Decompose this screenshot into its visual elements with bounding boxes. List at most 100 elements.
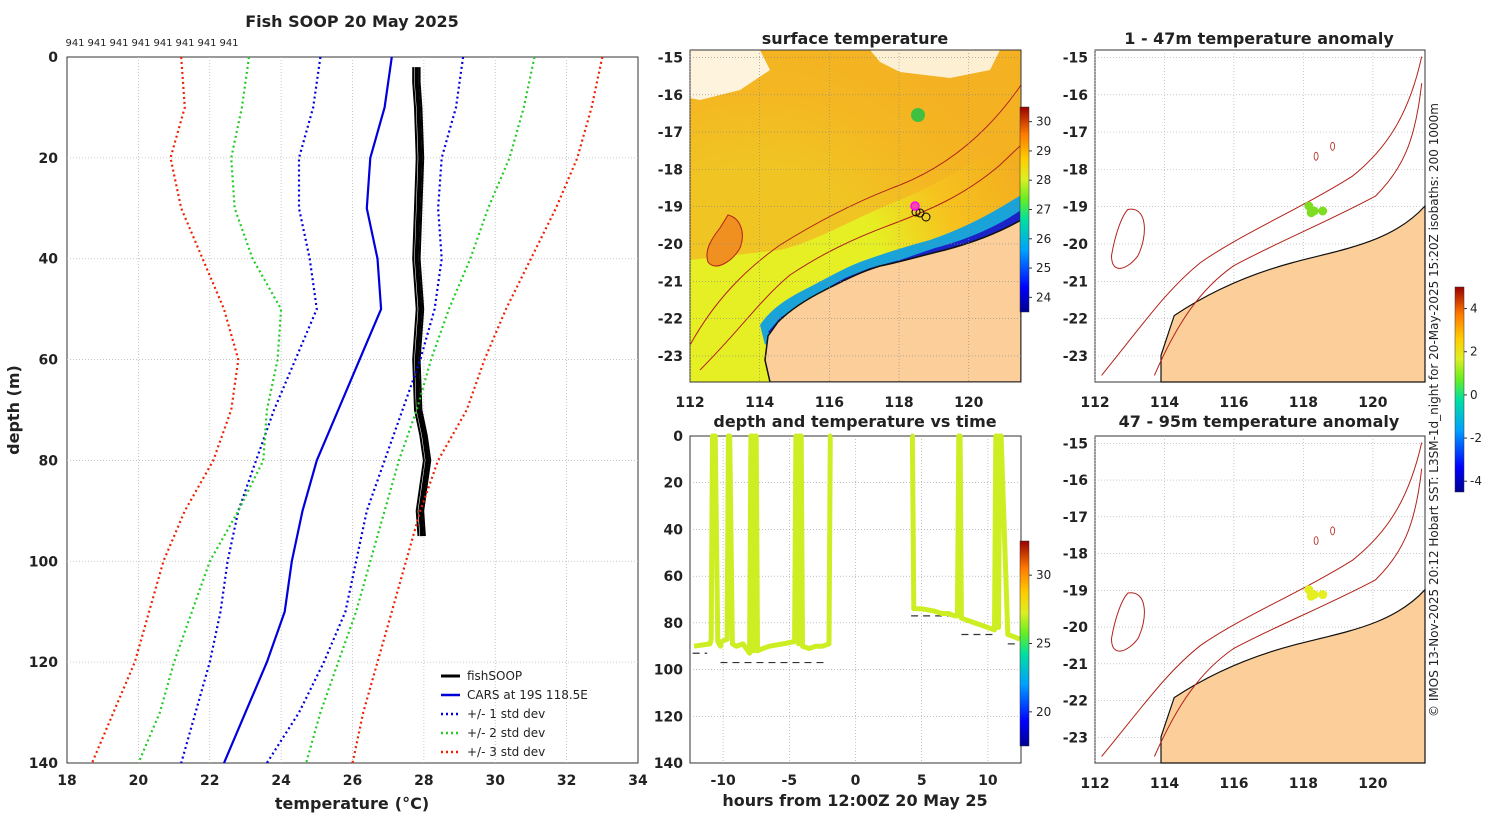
- anomaly-deep-anomaly-point: [1318, 590, 1328, 600]
- anomaly-deep-y-tick: -19: [1063, 583, 1088, 599]
- depth-time-y-tick: 40: [664, 522, 684, 538]
- profile-y-tick: 140: [29, 756, 58, 772]
- anomaly-shallow-y-tick: -19: [1063, 200, 1088, 216]
- legend-label: +/- 3 std dev: [467, 745, 545, 759]
- anomaly-deep-title: 47 - 95m temperature anomaly: [1119, 412, 1400, 431]
- anomaly-shallow-x-tick: 114: [1150, 395, 1179, 411]
- profile-x-tick: 26: [343, 773, 362, 789]
- profile-series-fishsoop: [414, 67, 430, 537]
- sst-y-tick: -21: [658, 274, 683, 290]
- depth-time-x-tick: 10: [978, 773, 998, 789]
- depth-time-y-tick: 20: [664, 476, 684, 492]
- profile-xlabel: temperature (°C): [275, 794, 429, 813]
- anomaly-shallow-reef: [1330, 141, 1335, 151]
- sst-cloud-patch-2: [870, 50, 1000, 78]
- anomaly-deep-x-tick: 112: [1080, 776, 1109, 792]
- anomaly-shallow-y-tick: -18: [1063, 162, 1088, 178]
- profile-y-tick: 80: [39, 453, 59, 469]
- sst-y-tick: -16: [658, 88, 683, 104]
- anomaly-shallow-y-tick: -23: [1063, 349, 1088, 365]
- anomaly-shallow-x-tick: 112: [1080, 395, 1109, 411]
- anomaly-shallow-land: [1160, 204, 1426, 383]
- profile-y-tick: 100: [29, 554, 58, 570]
- depth-time-colorbar-tick: 20: [1036, 705, 1051, 719]
- legend-label: CARS at 19S 118.5E: [467, 688, 588, 702]
- sst-colorbar-ticks: 30 29 28 27 26 25 24: [1029, 115, 1051, 304]
- depth-time-x-tick: -5: [782, 773, 798, 789]
- anomaly-shallow-y-tick: -22: [1063, 312, 1088, 328]
- sst-y-tick: -15: [658, 50, 683, 66]
- profile-top-annotation: 941: [65, 38, 84, 49]
- anomaly-shallow-x-tick: 116: [1219, 395, 1248, 411]
- anomaly-shallow-reef: [1313, 151, 1319, 161]
- sst-grid: [689, 50, 1021, 382]
- depth-time-title: depth and temperature vs time: [713, 412, 996, 431]
- sst-warm-region: [690, 50, 1021, 260]
- profile-ylabel: depth (m): [4, 365, 23, 455]
- profile-series--1-std: [180, 56, 322, 764]
- profile-x-tick: 28: [414, 773, 433, 789]
- depth-time-y-tick: 140: [654, 756, 683, 772]
- anomaly-deep-isobath-1000m: [1101, 442, 1423, 757]
- depth-time-y-tick: 120: [654, 709, 683, 725]
- sst-map-panel: 112 114 116 118 120 -15 -16 -17 -18 -19 -20 -21 -22 -…: [658, 29, 1052, 411]
- sst-island: [706, 214, 743, 267]
- profile-top-annotation: 941: [153, 38, 172, 49]
- profile-x-tick: 30: [486, 773, 506, 789]
- depth-time-colorbar-tick: 30: [1036, 568, 1051, 582]
- profile-top-annotation: 941: [87, 38, 106, 49]
- legend-label: +/- 1 std dev: [467, 707, 545, 721]
- sst-y-tick: -23: [658, 349, 683, 365]
- sst-colorbar-tick: 27: [1036, 203, 1051, 217]
- profile-x-tick: 34: [628, 773, 648, 789]
- anomaly-shallow-panel: 1 - 47m temperature anomaly 112 114 116 118…: [1063, 29, 1426, 411]
- anomaly-deep-x-tick: 116: [1219, 776, 1248, 792]
- anomaly-shallow-isobath-200m: [1153, 83, 1423, 376]
- profile-grid: [67, 57, 638, 763]
- profile-y-tick: 120: [29, 655, 58, 671]
- profile-top-annotation: 941: [197, 38, 216, 49]
- sst-colorbar-tick: 28: [1036, 173, 1051, 187]
- anomaly-deep-reef: [1313, 536, 1319, 545]
- anomaly-colorbar-ticks: 4 2 0 -2 -4: [1464, 302, 1482, 488]
- anomaly-shallow-y-tick: -17: [1063, 125, 1088, 141]
- profile-series-group: [90, 56, 604, 764]
- sst-x-tick: 114: [745, 395, 774, 411]
- profile-top-annotation: 941: [109, 38, 128, 49]
- anomaly-deep-y-tick: -20: [1063, 620, 1089, 636]
- profile-top-annotation: 941: [219, 38, 238, 49]
- sst-cold-coastal-band: [768, 210, 1021, 338]
- anomaly-deep-x-tick: 114: [1150, 776, 1179, 792]
- depth-time-axes-box: [689, 435, 1022, 764]
- sst-x-tick: 118: [884, 395, 913, 411]
- sst-track-point: [921, 212, 931, 222]
- sst-colorbar-tick: 24: [1036, 290, 1051, 304]
- anomaly-deep-x-tick: 118: [1289, 776, 1318, 792]
- profile-xlabel-unit: (°C): [395, 794, 429, 813]
- anomaly-deep-anomaly-point: [1309, 590, 1319, 600]
- anomaly-deep-y-tick: -16: [1063, 473, 1088, 489]
- profile-series--3-std: [90, 56, 240, 764]
- profile-x-tick: 18: [57, 773, 76, 789]
- depth-time-grid: [690, 436, 1021, 763]
- profile-series--1-std: [265, 56, 465, 764]
- profile-x-tick: 20: [129, 773, 149, 789]
- anomaly-colorbar-tick: -4: [1470, 474, 1482, 488]
- anomaly-deep-y-tick: -15: [1063, 436, 1088, 452]
- profile-y-tick: 40: [39, 252, 59, 268]
- depth-time-y-tick: 60: [664, 569, 684, 585]
- profile-legend: fishSOOP CARS at 19S 118.5E +/- 1 std dev +…: [441, 669, 588, 759]
- legend-label: +/- 2 std dev: [467, 726, 545, 740]
- anomaly-shallow-y-tick: -20: [1063, 237, 1089, 253]
- anomaly-deep-y-tick: -17: [1063, 510, 1088, 526]
- anomaly-deep-y-tick: -22: [1063, 694, 1088, 710]
- anomaly-colorbar-tick: -2: [1470, 431, 1482, 445]
- anomaly-shallow-x-tick: 120: [1358, 395, 1387, 411]
- depth-time-y-tick: 80: [664, 616, 684, 632]
- sst-isobath-1000m: [690, 84, 1021, 346]
- sst-y-tick: -17: [658, 125, 683, 141]
- sst-cool-coastal-band: [760, 195, 1021, 345]
